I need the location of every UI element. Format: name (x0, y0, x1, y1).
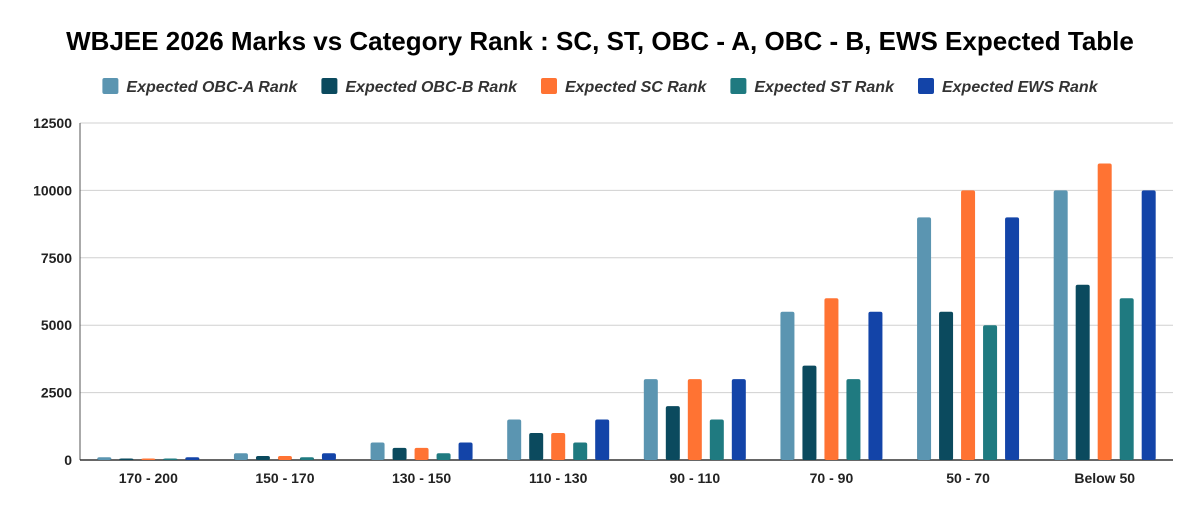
legend-label: Expected EWS Rank (942, 79, 1099, 96)
bar (802, 365, 817, 460)
y-tick-label: 2500 (41, 385, 72, 401)
bar (255, 455, 270, 460)
y-tick-label: 5000 (41, 317, 72, 333)
bar (1053, 190, 1068, 460)
bar (163, 458, 178, 460)
bar (551, 433, 566, 460)
bar (961, 190, 976, 460)
bar (141, 458, 156, 460)
x-tick-label: Below 50 (1074, 470, 1135, 486)
bar (321, 453, 336, 460)
x-tick-label: 170 - 200 (119, 470, 178, 486)
bar (573, 442, 588, 460)
bar (643, 379, 658, 460)
bar (665, 406, 680, 460)
x-tick-label: 50 - 70 (946, 470, 990, 486)
bar (731, 379, 746, 460)
bar (780, 311, 795, 460)
x-tick-label: 150 - 170 (255, 470, 314, 486)
bar (1141, 190, 1156, 460)
bar (529, 433, 544, 460)
bar (507, 419, 522, 460)
bar (436, 453, 451, 460)
y-tick-label: 12500 (33, 115, 72, 131)
bar (299, 457, 314, 460)
legend-swatch (917, 78, 934, 94)
bar (414, 447, 429, 460)
legend-swatch (321, 78, 338, 94)
bar (824, 298, 839, 460)
bar (185, 457, 200, 460)
bar (983, 325, 998, 460)
legend-swatch (540, 78, 557, 94)
bar (119, 458, 134, 460)
x-tick-label: 110 - 130 (529, 470, 588, 486)
bar (868, 311, 883, 460)
y-tick-label: 7500 (41, 250, 72, 266)
bar (458, 442, 473, 460)
chart-title: WBJEE 2026 Marks vs Category Rank : SC, … (66, 26, 1134, 56)
bar (1005, 217, 1020, 460)
x-tick-label: 90 - 110 (670, 470, 721, 486)
bar (1119, 298, 1134, 460)
legend-label: Expected OBC-B Rank (345, 79, 518, 96)
bar (370, 442, 385, 460)
bar (939, 311, 954, 460)
x-tick-label: 70 - 90 (810, 470, 854, 486)
legend-label: Expected OBC-A Rank (126, 79, 298, 96)
bar (1097, 163, 1112, 460)
y-tick-label: 10000 (33, 182, 72, 198)
legend-label: Expected ST Rank (754, 79, 895, 96)
bar (687, 379, 702, 460)
bar (1075, 284, 1090, 460)
x-tick-label: 130 - 150 (392, 470, 451, 486)
bar (595, 419, 610, 460)
legend-swatch (102, 78, 119, 94)
legend-swatch (730, 78, 747, 94)
bar (846, 379, 861, 460)
bar (709, 419, 724, 460)
bar (392, 447, 407, 460)
y-tick-label: 0 (64, 452, 72, 468)
bar (97, 457, 112, 460)
bar (917, 217, 932, 460)
bar (233, 453, 248, 460)
legend-label: Expected SC Rank (565, 79, 707, 96)
bar (277, 455, 292, 460)
